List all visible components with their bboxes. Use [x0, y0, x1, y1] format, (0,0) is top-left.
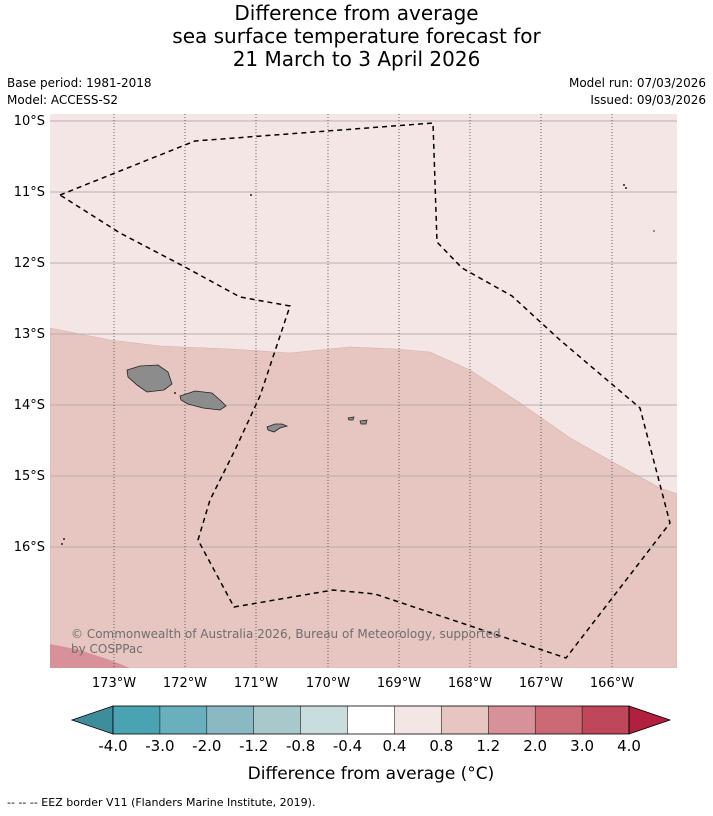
colorbar-tick-label: -0.4 [333, 737, 362, 755]
colorbar-segment [394, 706, 442, 734]
lon-label: 172°W [163, 676, 207, 691]
lon-label: 166°W [590, 676, 634, 691]
islet [625, 187, 627, 189]
lon-label: 169°W [377, 676, 421, 691]
colorbar-segment [535, 706, 583, 734]
lon-label: 171°W [234, 676, 278, 691]
lat-label: 10°S [14, 114, 45, 129]
lat-gridlines [50, 120, 677, 548]
colorbar-segment [300, 706, 349, 734]
map-area: © Commonwealth of Australia 2026, Bureau… [50, 114, 677, 668]
title-line-1: Difference from average [234, 1, 479, 25]
colorbar-segment [347, 706, 395, 734]
lat-label: 13°S [14, 327, 45, 342]
issued-text: Issued: 09/03/2026 [590, 93, 706, 107]
lat-labels: 10°S 11°S 12°S 13°S 14°S 15°S 16°S [14, 114, 45, 555]
colorbar-tick-label: -0.8 [286, 737, 315, 755]
lon-labels: 173°W 172°W 171°W 170°W 169°W 168°W 167°… [92, 676, 634, 691]
lon-label: 170°W [306, 676, 350, 691]
model-run-text: Model run: 07/03/2026 [568, 76, 706, 90]
lon-gridlines [113, 114, 613, 668]
colorbar-segment [441, 706, 489, 734]
eez-legend: -- -- -- EEZ border V11 (Flanders Marine… [7, 796, 316, 809]
colorbar-tick-label: 0.8 [429, 737, 453, 755]
upolu-island [179, 390, 227, 411]
colorbar-segment [159, 706, 208, 734]
colorbar-segment [582, 706, 630, 734]
anomaly-band-mid [50, 327, 677, 668]
savaii-island [126, 364, 173, 393]
colorbar-tick-label: 3.0 [570, 737, 594, 755]
colorbar-extend-min [70, 705, 114, 735]
colorbar-segment [113, 706, 161, 734]
colorbar-tick-label: -2.0 [192, 737, 221, 755]
tau-island [359, 419, 368, 425]
title-line-2: sea surface temperature forecast for [172, 24, 541, 48]
lon-label: 173°W [92, 676, 136, 691]
colorbar-tick-label: 4.0 [617, 737, 641, 755]
islet [63, 538, 65, 540]
colorbar-tick-label: -1.2 [239, 737, 268, 755]
copyright-line-1: © Commonwealth of Australia 2026, Bureau… [71, 627, 501, 641]
lat-label: 14°S [14, 398, 45, 413]
eez-border [58, 122, 671, 659]
colorbar-label: Difference from average (°C) [247, 764, 495, 784]
tutuila-island [266, 423, 289, 433]
copyright-line-2: by COSPPac [71, 642, 143, 656]
lon-label: 167°W [519, 676, 563, 691]
lat-label: 16°S [14, 540, 45, 555]
colorbar-extend-max [628, 705, 672, 735]
ofu-island [347, 416, 355, 421]
islet [623, 184, 625, 186]
lon-label: 168°W [448, 676, 492, 691]
model-text: Model: ACCESS-S2 [7, 93, 119, 107]
colorbar-segment [253, 706, 302, 734]
title-line-3: 21 March to 3 April 2026 [232, 47, 481, 71]
colorbar-outline [112, 705, 630, 735]
base-period-text: Base period: 1981-2018 [7, 76, 152, 90]
islet [61, 543, 63, 545]
colorbar: -4.0 -3.0 -2.0 -1.2 -0.8 -0.4 0.4 0.8 1.2 2.0 3.0 4… [70, 705, 672, 755]
lat-label: 12°S [14, 256, 45, 271]
colorbar-segment [488, 706, 536, 734]
colorbar-segment [206, 706, 255, 734]
lat-label: 15°S [14, 469, 45, 484]
colorbar-tick-label: 1.2 [476, 737, 500, 755]
anomaly-band-high [50, 644, 130, 668]
colorbar-tick-label: -3.0 [145, 737, 174, 755]
lat-label: 11°S [14, 185, 45, 200]
colorbar-tick-label: 0.4 [383, 737, 407, 755]
islet [653, 230, 655, 232]
colorbar-tick-label: -4.0 [98, 737, 127, 755]
colorbar-tick-label: 2.0 [523, 737, 547, 755]
islet [250, 194, 252, 196]
islet [174, 392, 176, 394]
